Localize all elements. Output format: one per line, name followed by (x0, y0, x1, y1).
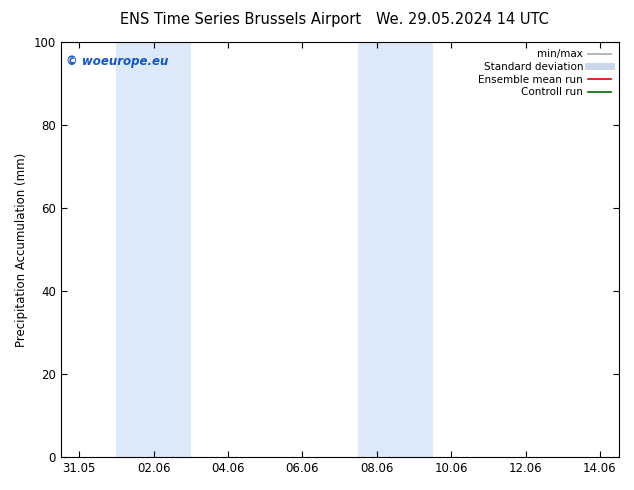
Text: © woeurope.eu: © woeurope.eu (66, 54, 169, 68)
Bar (358, 42, 432, 457)
Y-axis label: Precipitation Accumulation (mm): Precipitation Accumulation (mm) (15, 152, 28, 347)
Text: ENS Time Series Brussels Airport: ENS Time Series Brussels Airport (120, 12, 361, 27)
Text: We. 29.05.2024 14 UTC: We. 29.05.2024 14 UTC (377, 12, 549, 27)
Bar (117, 42, 191, 457)
Legend: min/max, Standard deviation, Ensemble mean run, Controll run: min/max, Standard deviation, Ensemble me… (476, 47, 613, 99)
